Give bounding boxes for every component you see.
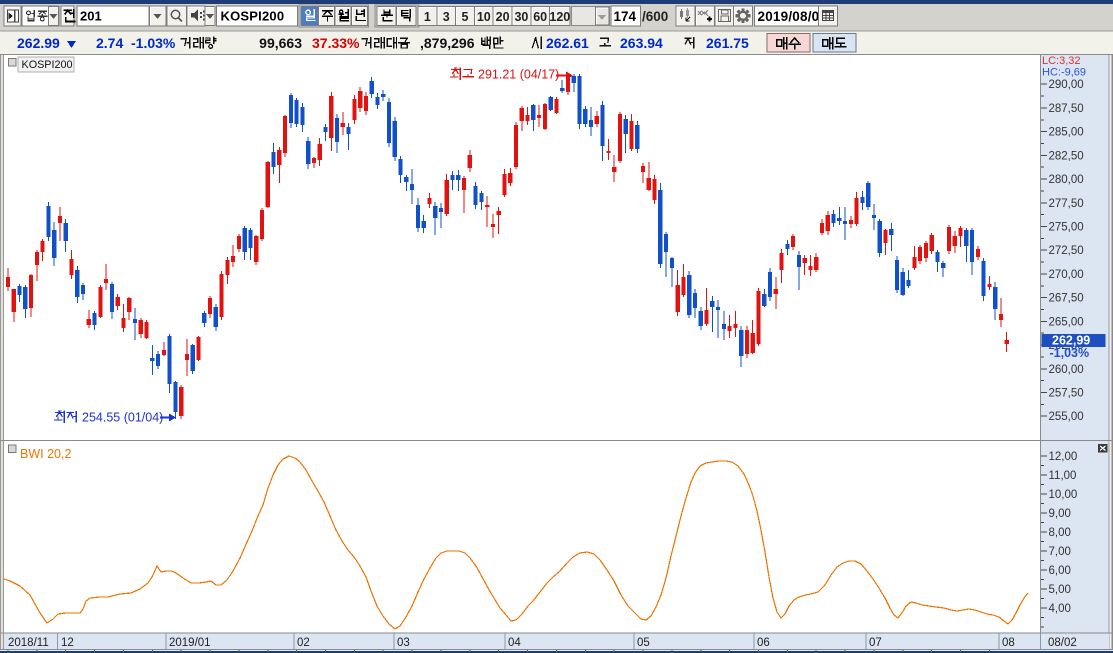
svg-text:12,00: 12,00	[1049, 451, 1078, 463]
svg-text:08: 08	[1002, 637, 1015, 649]
svg-text:05: 05	[637, 637, 650, 649]
svg-text:280,00: 280,00	[1049, 174, 1084, 186]
svg-text:8,00: 8,00	[1049, 527, 1071, 539]
svg-text:60: 60	[533, 10, 547, 24]
svg-text:20: 20	[496, 10, 510, 24]
svg-text:262.61: 262.61	[546, 35, 589, 51]
svg-text:201: 201	[80, 9, 102, 24]
svg-text:275,00: 275,00	[1049, 221, 1084, 233]
svg-text:2018/11: 2018/11	[8, 637, 49, 649]
svg-text:261.75: 261.75	[706, 35, 749, 51]
svg-text:9,00: 9,00	[1049, 508, 1071, 520]
svg-text:KOSPI200: KOSPI200	[22, 59, 73, 71]
svg-text:2019/08/0: 2019/08/0	[758, 9, 820, 24]
svg-text:04: 04	[508, 637, 521, 649]
svg-text:HC:-9,69: HC:-9,69	[1042, 67, 1086, 79]
svg-text:5,00: 5,00	[1049, 584, 1071, 596]
svg-text:174: 174	[613, 9, 636, 24]
svg-text:255,00: 255,00	[1049, 411, 1084, 423]
svg-text:277,50: 277,50	[1049, 198, 1084, 210]
svg-text:-1,03%: -1,03%	[1050, 346, 1090, 360]
svg-text:6,00: 6,00	[1049, 565, 1071, 577]
svg-text:30: 30	[514, 10, 528, 24]
svg-text:287,50: 287,50	[1049, 103, 1084, 115]
svg-text:08/02: 08/02	[1048, 637, 1077, 649]
svg-text:,879,296: ,879,296	[420, 35, 475, 51]
svg-text:/600: /600	[642, 9, 668, 24]
svg-text:07: 07	[869, 637, 882, 649]
svg-text:99,663: 99,663	[259, 35, 302, 51]
svg-text:06: 06	[757, 637, 770, 649]
svg-text:LC:3,32: LC:3,32	[1042, 55, 1081, 67]
svg-text:282,50: 282,50	[1049, 150, 1084, 162]
svg-text:257,50: 257,50	[1049, 387, 1084, 399]
svg-text:291.21 (04/17): 291.21 (04/17)	[478, 68, 559, 82]
svg-text:263.94: 263.94	[620, 35, 663, 51]
svg-text:2019/01: 2019/01	[169, 637, 211, 649]
svg-text:262,99: 262,99	[1052, 334, 1090, 348]
svg-text:02: 02	[297, 637, 310, 649]
svg-text:262.99: 262.99	[17, 35, 60, 51]
svg-text:BWI 20,2: BWI 20,2	[20, 447, 71, 461]
svg-text:260,00: 260,00	[1049, 364, 1084, 376]
svg-text:290,00: 290,00	[1049, 79, 1084, 91]
svg-text:2.74: 2.74	[96, 35, 123, 51]
svg-text:7,00: 7,00	[1049, 546, 1071, 558]
svg-text:285,00: 285,00	[1049, 127, 1084, 139]
svg-text:270,00: 270,00	[1049, 269, 1084, 281]
svg-text:3: 3	[443, 10, 450, 24]
svg-text:10,00: 10,00	[1049, 489, 1078, 501]
svg-text:1: 1	[424, 10, 431, 24]
svg-text:267,50: 267,50	[1049, 293, 1084, 305]
svg-text:272,50: 272,50	[1049, 245, 1084, 257]
svg-text:265,00: 265,00	[1049, 316, 1084, 328]
svg-text:03: 03	[397, 637, 410, 649]
svg-text:12: 12	[61, 637, 74, 649]
svg-text:37.33%: 37.33%	[312, 35, 360, 51]
svg-text:254.55 (01/04): 254.55 (01/04)	[82, 411, 163, 425]
svg-text:KOSPI200: KOSPI200	[221, 9, 285, 24]
svg-text:10: 10	[477, 10, 491, 24]
svg-text:120: 120	[549, 10, 570, 24]
svg-text:4,00: 4,00	[1049, 603, 1071, 615]
svg-text:11,00: 11,00	[1049, 470, 1077, 482]
svg-text:5: 5	[462, 10, 469, 24]
svg-text:-1.03%: -1.03%	[131, 35, 176, 51]
